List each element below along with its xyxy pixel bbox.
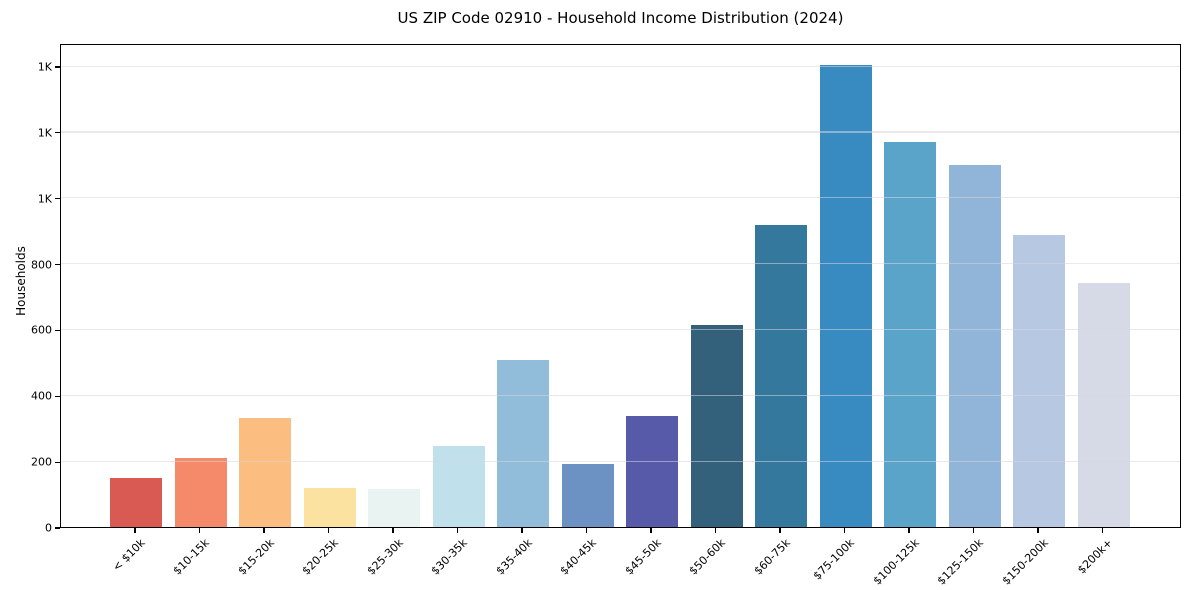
bar	[1077, 282, 1130, 527]
gridline	[61, 394, 1180, 396]
y-axis-label: Households	[14, 246, 28, 316]
x-tick-label: $200k+	[1074, 536, 1115, 577]
gridline	[61, 263, 1180, 265]
bar	[561, 464, 614, 527]
x-tick-label: $60-75k	[751, 536, 793, 578]
y-tick-mark	[55, 395, 60, 397]
x-tick-label: $150-200k	[999, 536, 1051, 588]
x-tick-mark	[521, 528, 523, 533]
gridline	[61, 131, 1180, 133]
y-tick-label: 0	[45, 521, 52, 535]
x-tick-label: $35-40k	[493, 536, 535, 578]
y-tick-mark	[55, 527, 60, 529]
gridline	[61, 65, 1180, 67]
gridline	[61, 460, 1180, 462]
bar	[303, 488, 356, 527]
bar	[755, 224, 807, 527]
x-tick-label: $25-30k	[364, 536, 406, 578]
y-tick-label: 1K	[37, 60, 52, 74]
x-tick-mark	[1101, 528, 1104, 533]
x-tick-label: $30-35k	[428, 536, 470, 578]
bar	[110, 478, 162, 527]
x-tick-mark	[198, 528, 201, 533]
x-tick-mark	[779, 528, 781, 533]
y-tick-label: 1K	[37, 192, 52, 206]
x-tick-mark	[714, 528, 717, 533]
bar	[497, 359, 549, 527]
bar	[690, 324, 743, 527]
x-tick-mark	[908, 528, 910, 533]
plot-area	[60, 44, 1181, 528]
x-tick-mark	[843, 528, 846, 533]
x-tick-mark	[650, 528, 652, 533]
bar	[432, 446, 485, 527]
bar	[819, 65, 872, 527]
bar	[368, 488, 420, 527]
x-tick-mark	[972, 528, 975, 533]
y-tick-mark	[55, 198, 60, 200]
gridline	[61, 328, 1180, 330]
x-tick-mark	[456, 528, 459, 533]
y-tick-label: 800	[31, 258, 52, 272]
x-tick-mark	[585, 528, 588, 533]
x-tick-label: $50-60k	[686, 536, 728, 578]
y-tick-label: 600	[31, 323, 52, 337]
x-tick-label: $40-45k	[557, 536, 599, 578]
bar	[174, 457, 227, 527]
x-tick-mark	[1037, 528, 1039, 533]
chart-title: US ZIP Code 02910 - Household Income Dis…	[397, 9, 844, 27]
x-tick-label: $10-15k	[170, 536, 212, 578]
x-tick-label: $75-100k	[810, 536, 857, 583]
y-tick-mark	[55, 461, 60, 463]
x-tick-label: $125-150k	[934, 536, 986, 588]
x-tick-mark	[392, 528, 394, 533]
y-tick-mark	[55, 132, 60, 134]
y-tick-label: 200	[31, 455, 52, 469]
bar	[626, 415, 678, 527]
y-tick-mark	[55, 329, 60, 332]
x-tick-label: $45-50k	[622, 536, 664, 578]
x-tick-label: < $10k	[109, 536, 148, 574]
y-tick-label: 1K	[37, 126, 52, 140]
x-tick-mark	[134, 528, 136, 533]
x-tick-mark	[327, 528, 330, 533]
y-tick-label: 400	[31, 389, 52, 403]
x-tick-label: $20-25k	[299, 536, 341, 578]
gridline	[61, 197, 1180, 199]
x-tick-mark	[263, 528, 265, 533]
x-tick-label: $15-20k	[235, 536, 277, 578]
bar	[239, 417, 291, 527]
bar	[884, 142, 936, 527]
y-tick-mark	[55, 263, 60, 266]
bar	[948, 164, 1001, 527]
x-tick-label: $100-125k	[870, 536, 922, 588]
bar	[1013, 235, 1065, 527]
y-tick-mark	[55, 66, 60, 68]
